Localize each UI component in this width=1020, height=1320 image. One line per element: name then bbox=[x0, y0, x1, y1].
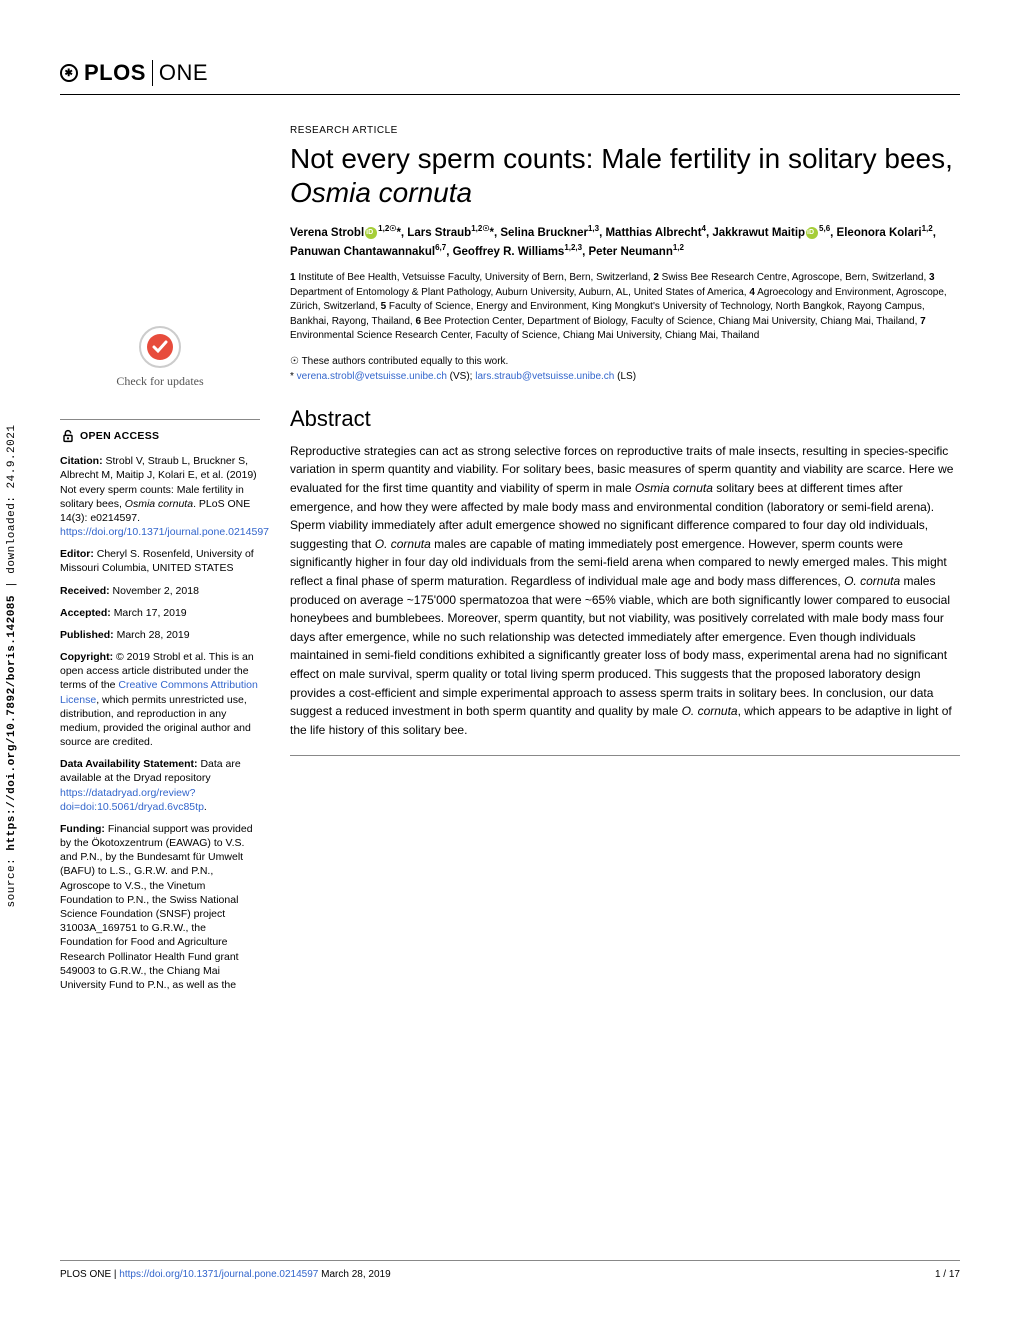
open-access-label: OPEN ACCESS bbox=[80, 429, 159, 443]
orcid-icon bbox=[806, 227, 818, 239]
open-access-row: OPEN ACCESS bbox=[60, 428, 260, 444]
citation-label: Citation: bbox=[60, 455, 106, 467]
corr-email-2[interactable]: lars.straub@vetsuisse.unibe.ch bbox=[475, 371, 614, 382]
title-species: Osmia cornuta bbox=[290, 177, 472, 208]
received-text: November 2, 2018 bbox=[113, 585, 199, 597]
funding-block: Funding: Financial support was provided … bbox=[60, 822, 260, 992]
plos-logo-icon: ✱ bbox=[60, 64, 78, 82]
title-main: Not every sperm counts: Male fertility i… bbox=[290, 143, 953, 174]
copyright-block: Copyright: © 2019 Strobl et al. This is … bbox=[60, 650, 260, 749]
footer-page-number: 1 / 17 bbox=[935, 1269, 960, 1280]
sidebar-divider bbox=[60, 419, 260, 420]
corr-prefix: * bbox=[290, 371, 297, 382]
footer-doi-link[interactable]: https://doi.org/10.1371/journal.pone.021… bbox=[119, 1269, 318, 1280]
affiliations-block: 1 Institute of Bee Health, Vetsuisse Fac… bbox=[290, 271, 960, 344]
main-content-grid: Check for updates OPEN ACCESS Citation: … bbox=[60, 125, 960, 1000]
citation-species: Osmia cornuta bbox=[125, 498, 193, 510]
source-sep: | downloaded: bbox=[6, 488, 18, 595]
article-type-label: RESEARCH ARTICLE bbox=[290, 125, 960, 136]
left-sidebar: Check for updates OPEN ACCESS Citation: … bbox=[60, 125, 260, 1000]
footer-date: March 28, 2019 bbox=[318, 1269, 390, 1280]
abstract-text: Reproductive strategies can act as stron… bbox=[290, 442, 960, 740]
source-date: 24.9.2021 bbox=[6, 425, 18, 489]
correspondence-emails: * verena.strobl@vetsuisse.unibe.ch (VS);… bbox=[290, 371, 960, 382]
orcid-icon bbox=[365, 227, 377, 239]
equal-contrib-note: ☉ These authors contributed equally to t… bbox=[290, 356, 960, 367]
funding-text: Financial support was provided by the Ök… bbox=[60, 823, 253, 991]
corr-ls: (LS) bbox=[614, 371, 636, 382]
source-vertical-note: source: https://doi.org/10.7892/boris.14… bbox=[6, 425, 18, 908]
data-rest: . bbox=[204, 801, 207, 813]
editor-block: Editor: Cheryl S. Rosenfeld, University … bbox=[60, 547, 260, 575]
journal-logo-row: ✱ PLOS ONE bbox=[60, 60, 960, 86]
crossmark-icon bbox=[138, 325, 182, 369]
corr-vs: (VS); bbox=[447, 371, 475, 382]
editor-label: Editor: bbox=[60, 548, 97, 560]
check-updates-label: Check for updates bbox=[60, 373, 260, 389]
citation-doi-link[interactable]: https://doi.org/10.1371/journal.pone.021… bbox=[60, 526, 269, 538]
source-prefix: source: bbox=[6, 851, 18, 908]
published-label: Published: bbox=[60, 629, 117, 641]
page-footer: PLOS ONE | https://doi.org/10.1371/journ… bbox=[60, 1260, 960, 1280]
published-block: Published: March 28, 2019 bbox=[60, 628, 260, 642]
accepted-text: March 17, 2019 bbox=[114, 607, 187, 619]
plos-logo-left: PLOS bbox=[84, 60, 146, 86]
plos-logo-right: ONE bbox=[152, 60, 208, 86]
abstract-heading: Abstract bbox=[290, 406, 960, 432]
source-url: https://doi.org/10.7892/boris.142085 bbox=[6, 595, 18, 851]
check-updates-badge[interactable]: Check for updates bbox=[60, 325, 260, 389]
footer-left-prefix: PLOS ONE | bbox=[60, 1269, 119, 1280]
accepted-block: Accepted: March 17, 2019 bbox=[60, 606, 260, 620]
open-access-icon bbox=[60, 428, 76, 444]
author-list: Verena Strobl1,2☉*, Lars Straub1,2☉*, Se… bbox=[290, 223, 960, 261]
data-label: Data Availability Statement: bbox=[60, 758, 200, 770]
received-label: Received: bbox=[60, 585, 113, 597]
copyright-label: Copyright: bbox=[60, 651, 116, 663]
data-availability-block: Data Availability Statement: Data are av… bbox=[60, 757, 260, 814]
data-link[interactable]: https://datadryad.org/review?doi=doi:10.… bbox=[60, 787, 204, 813]
abstract-bottom-rule bbox=[290, 755, 960, 756]
article-body: RESEARCH ARTICLE Not every sperm counts:… bbox=[290, 125, 960, 1000]
published-text: March 28, 2019 bbox=[117, 629, 190, 641]
accepted-label: Accepted: bbox=[60, 607, 114, 619]
top-rule bbox=[60, 94, 960, 95]
funding-label: Funding: bbox=[60, 823, 108, 835]
citation-block: Citation: Strobl V, Straub L, Bruckner S… bbox=[60, 454, 260, 539]
footer-left: PLOS ONE | https://doi.org/10.1371/journ… bbox=[60, 1269, 391, 1280]
corr-email-1[interactable]: verena.strobl@vetsuisse.unibe.ch bbox=[297, 371, 447, 382]
article-title: Not every sperm counts: Male fertility i… bbox=[290, 142, 960, 209]
received-block: Received: November 2, 2018 bbox=[60, 584, 260, 598]
plos-one-logo: ✱ PLOS ONE bbox=[60, 60, 208, 86]
